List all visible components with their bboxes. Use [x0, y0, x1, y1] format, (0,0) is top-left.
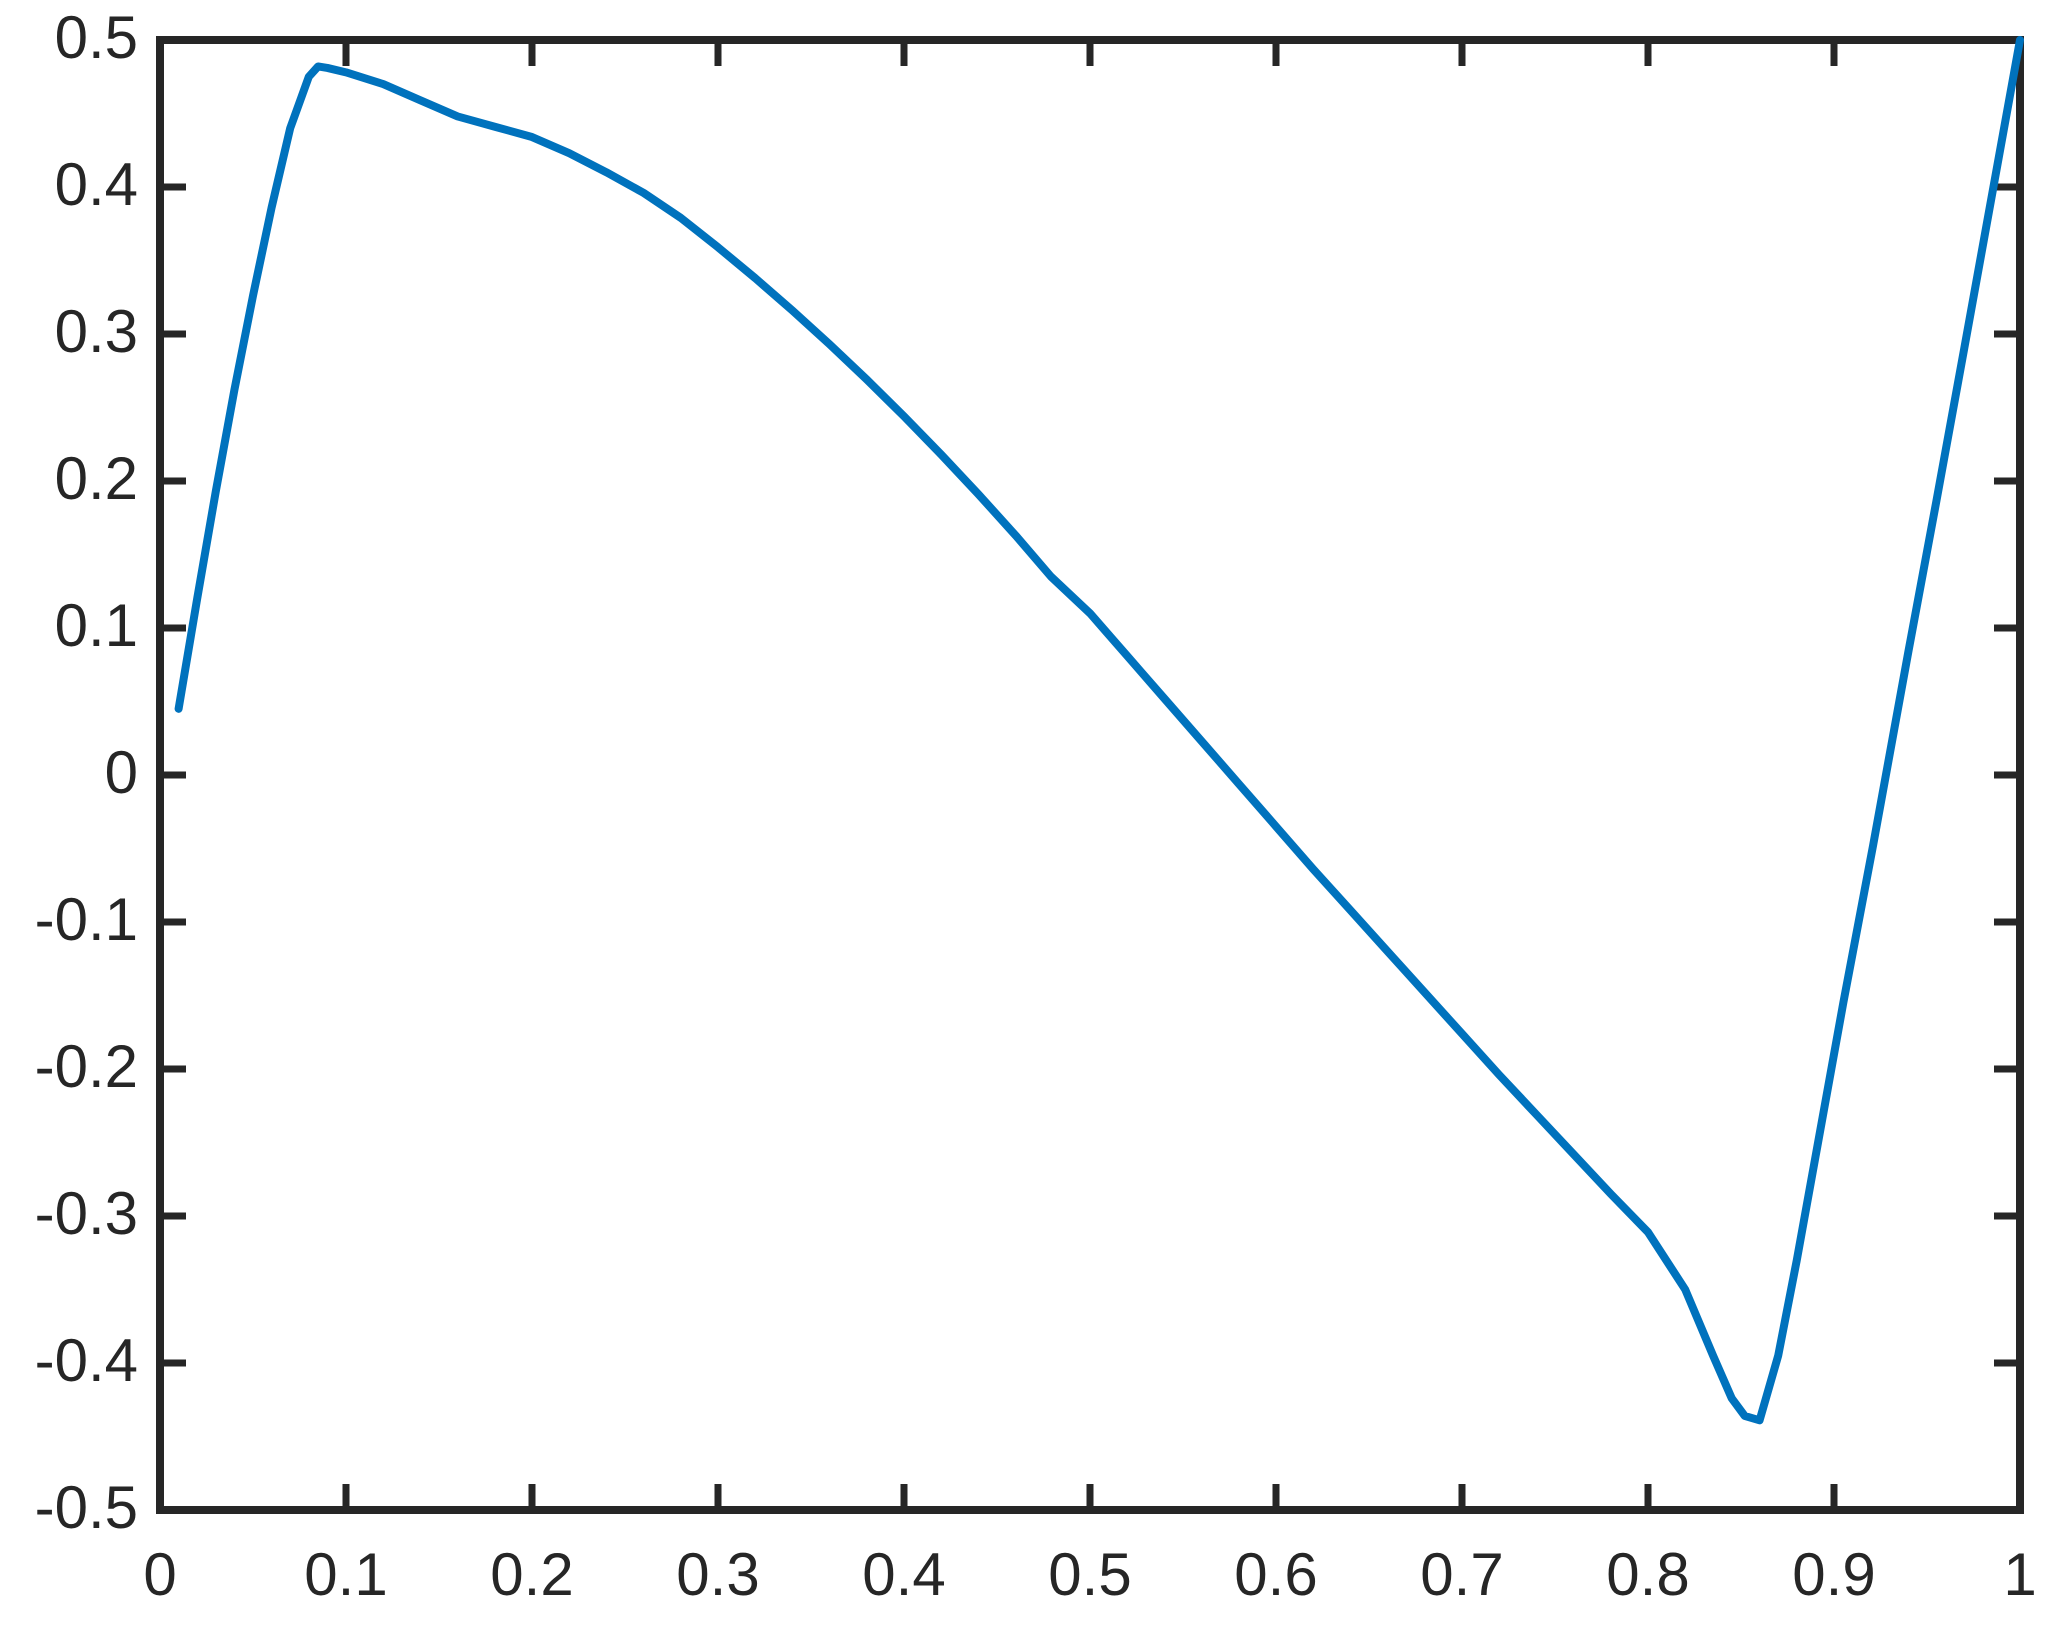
- x-axis-tick-labels: 0 0.1 0.2 0.3 0.4 0.5 0.6 0.7 0.8 0.9 1: [143, 1541, 2036, 1608]
- x-tick-label: 0.6: [1234, 1541, 1317, 1608]
- axes-box-outline: [156, 36, 2024, 1514]
- y-tick-label: -0.4: [35, 1327, 138, 1394]
- x-axis-ticks: [342, 40, 1838, 1510]
- data-series-group: [174, 36, 2024, 1425]
- x-tick-label: 0.5: [1048, 1541, 1131, 1608]
- x-tick-label: 0.1: [304, 1541, 387, 1608]
- y-axis-tick-labels: -0.5 -0.4 -0.3 -0.2 -0.1 0 0.1 0.2 0.3 0.4 0.5: [35, 4, 138, 1541]
- x-tick-label: 0.4: [862, 1541, 945, 1608]
- y-axis-ticks: [160, 183, 2020, 1367]
- y-tick-label: 0.3: [55, 298, 138, 365]
- y-tick-label: 0: [105, 739, 138, 806]
- y-tick-label: 0.4: [55, 151, 138, 218]
- y-tick-label: -0.1: [35, 886, 138, 953]
- x-tick-label: 0.8: [1606, 1541, 1689, 1608]
- x-tick-label: 0.3: [676, 1541, 759, 1608]
- y-tick-label: -0.5: [35, 1474, 138, 1541]
- y-tick-label: 0.1: [55, 592, 138, 659]
- y-tick-label: -0.2: [35, 1033, 138, 1100]
- x-tick-label: 0.9: [1792, 1541, 1875, 1608]
- y-tick-label: 0.2: [55, 445, 138, 512]
- y-tick-label: 0.5: [55, 4, 138, 71]
- x-tick-label: 0.7: [1420, 1541, 1503, 1608]
- y-tick-label: -0.3: [35, 1180, 138, 1247]
- x-tick-label: 0: [143, 1541, 176, 1608]
- x-tick-label: 1: [2003, 1541, 2036, 1608]
- axes-box: [156, 36, 2024, 1514]
- data-series-line: [174, 36, 2024, 1425]
- x-tick-label: 0.2: [490, 1541, 573, 1608]
